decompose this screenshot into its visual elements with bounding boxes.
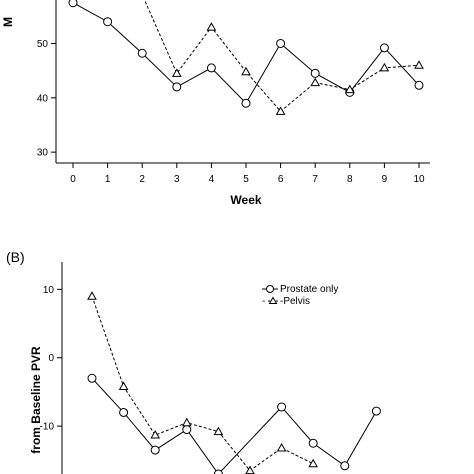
y-tick-label: 30 [37, 148, 49, 159]
data-point-circle [137, 48, 147, 58]
data-point-triangle [241, 66, 251, 76]
legend: Prostate only - -Pelvis [262, 284, 338, 307]
data-point-triangle [150, 430, 161, 439]
data-point-circle [68, 0, 78, 8]
series-line-prostate [72, 2, 420, 105]
x-tick-label: 7 [312, 174, 318, 185]
x-tick-label: 6 [278, 174, 284, 185]
data-point-triangle [181, 417, 192, 427]
data-point-triangle [118, 381, 129, 390]
data-point-triangle [414, 60, 424, 69]
x-tick-label: 10 [413, 174, 425, 185]
data-point-circle [172, 82, 182, 92]
data-point-triangle [379, 62, 390, 72]
data-point-circle [340, 461, 350, 471]
legend-marker-prostate [266, 285, 274, 293]
x-tick-label: 5 [243, 174, 249, 185]
data-point-circle [87, 373, 97, 383]
x-axis-title: Week [230, 193, 261, 207]
data-point-triangle [206, 22, 217, 31]
data-point-triangle [310, 77, 321, 87]
x-tick-label: 8 [347, 174, 353, 185]
panel-a: M Week 30 40 50 0 1 2 3 4 5 6 7 8 9 10 [1, 0, 430, 207]
series-line-pelvis [144, 0, 420, 113]
data-point-circle [276, 38, 286, 48]
data-point-circle [310, 68, 320, 78]
x-tick-label: 3 [174, 174, 180, 185]
series-line-prostate [91, 377, 377, 474]
data-point-triangle [275, 106, 286, 115]
data-point-circle [308, 438, 318, 448]
data-point-circle [277, 402, 287, 412]
data-point-circle [206, 63, 216, 73]
x-tick-label: 4 [209, 174, 215, 185]
y-tick-label: 50 [37, 39, 49, 50]
data-point-circle [414, 80, 424, 90]
data-point-circle [119, 407, 129, 417]
data-point-triangle [87, 291, 97, 300]
y-tick-label: -10 [40, 422, 55, 433]
y-axis-title: M [1, 17, 15, 27]
data-point-circle [150, 445, 160, 455]
data-point-circle [213, 469, 223, 474]
legend-marker-pelvis [268, 296, 278, 304]
data-point-circle [379, 43, 389, 53]
data-point-triangle [213, 426, 224, 436]
panel-label: (B) [6, 249, 25, 265]
data-point-triangle [308, 458, 319, 468]
data-point-circle [241, 98, 251, 108]
x-tick-label: 1 [105, 174, 111, 185]
data-point-circle [182, 425, 192, 435]
x-tick-label: 9 [382, 174, 388, 185]
legend-label-prostate: Prostate only [280, 284, 338, 295]
y-axis-title: from Baseline PVR [29, 346, 43, 454]
data-point-circle [371, 406, 381, 416]
x-tick-label: 0 [70, 174, 76, 185]
y-tick-label: 10 [43, 285, 55, 296]
data-point-triangle [276, 443, 287, 452]
legend-prefix-pelvis: - [262, 296, 265, 307]
plot-area [68, 0, 424, 115]
series-line-pelvis [91, 296, 314, 472]
panel-b: (B) from Baseline PVR Prostate only - -P… [6, 249, 381, 474]
y-tick-label: 0 [48, 353, 54, 364]
plot-area [87, 291, 381, 474]
x-tick-label: 2 [139, 174, 145, 185]
y-tick-label: 40 [37, 93, 49, 104]
legend-label-pelvis: -Pelvis [280, 296, 310, 307]
data-point-triangle [344, 84, 355, 94]
data-point-triangle [171, 68, 182, 77]
data-point-circle [103, 17, 113, 27]
